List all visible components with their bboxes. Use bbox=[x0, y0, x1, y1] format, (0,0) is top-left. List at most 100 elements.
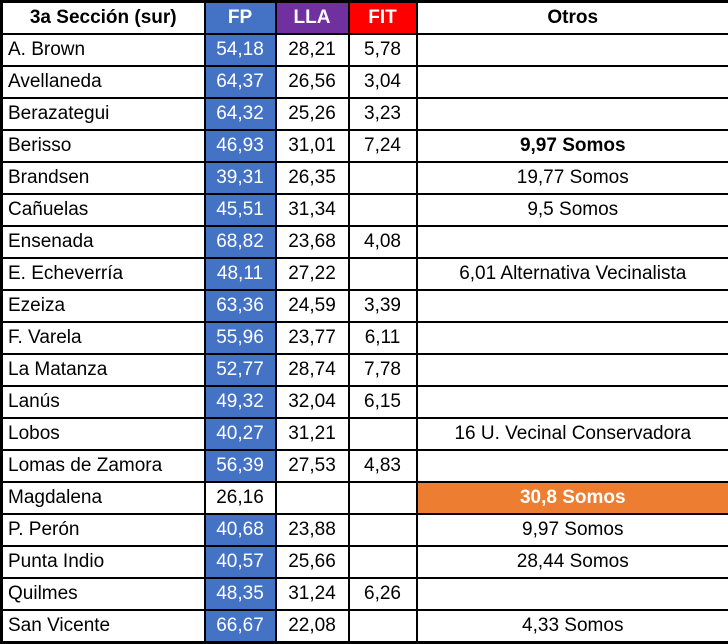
table-row: La Matanza 52,77 28,74 7,78 bbox=[0, 352, 728, 388]
fp-value-cell: 55,96 bbox=[203, 320, 277, 355]
lla-value-cell: 31,01 bbox=[274, 128, 350, 163]
table-body: A. Brown 54,18 28,21 5,78 Avellaneda 64,37 26,… bbox=[0, 32, 728, 644]
district-cell: La Matanza bbox=[0, 352, 206, 388]
district-cell: Magdalena bbox=[0, 481, 206, 516]
fit-value-cell bbox=[347, 609, 418, 644]
fp-value-cell: 40,68 bbox=[203, 513, 277, 548]
lla-value-cell: 31,34 bbox=[274, 192, 350, 227]
fp-value-cell: 66,67 bbox=[203, 609, 277, 644]
fp-value-cell: 56,39 bbox=[203, 449, 277, 484]
fit-value-cell: 5,78 bbox=[347, 32, 418, 67]
lla-value-cell: 23,77 bbox=[274, 320, 350, 355]
lla-value-cell bbox=[274, 481, 350, 516]
otros-value-cell: 30,8 Somos bbox=[415, 481, 728, 516]
otros-value-cell: 16 U. Vecinal Conservadora bbox=[415, 417, 728, 452]
col-header-fit: FIT bbox=[347, 0, 418, 35]
otros-value-cell: 9,97 Somos bbox=[415, 513, 728, 548]
table-row: A. Brown 54,18 28,21 5,78 bbox=[0, 32, 728, 67]
otros-value-cell bbox=[415, 64, 728, 99]
fp-value-cell: 48,35 bbox=[203, 577, 277, 612]
district-cell: Lanús bbox=[0, 385, 206, 420]
fp-value-cell: 63,36 bbox=[203, 288, 277, 323]
fit-value-cell: 7,24 bbox=[347, 128, 418, 163]
otros-value-cell: 9,97 Somos bbox=[415, 128, 728, 163]
district-cell: Ezeiza bbox=[0, 288, 206, 323]
otros-value-cell bbox=[415, 577, 728, 612]
lla-value-cell: 26,35 bbox=[274, 160, 350, 195]
fp-value-cell: 49,32 bbox=[203, 385, 277, 420]
table-row: F. Varela 55,96 23,77 6,11 bbox=[0, 320, 728, 355]
fit-value-cell bbox=[347, 417, 418, 452]
table-row: Punta Indio 40,57 25,66 28,44 Somos bbox=[0, 545, 728, 580]
otros-value-cell bbox=[415, 224, 728, 259]
fit-value-cell bbox=[347, 256, 418, 291]
district-cell: Berisso bbox=[0, 128, 206, 163]
district-cell: A. Brown bbox=[0, 32, 206, 67]
table-row: P. Perón 40,68 23,88 9,97 Somos bbox=[0, 513, 728, 548]
otros-value-cell bbox=[415, 96, 728, 131]
table-row: E. Echeverría 48,11 27,22 6,01 Alternativa … bbox=[0, 256, 728, 291]
fp-value-cell: 40,57 bbox=[203, 545, 277, 580]
lla-value-cell: 25,66 bbox=[274, 545, 350, 580]
fit-value-cell bbox=[347, 513, 418, 548]
table-row: Quilmes 48,35 31,24 6,26 bbox=[0, 577, 728, 612]
lla-value-cell: 25,26 bbox=[274, 96, 350, 131]
fp-value-cell: 26,16 bbox=[203, 481, 277, 516]
otros-value-cell bbox=[415, 320, 728, 355]
table-row: Berazategui 64,32 25,26 3,23 bbox=[0, 96, 728, 131]
lla-value-cell: 23,68 bbox=[274, 224, 350, 259]
lla-value-cell: 32,04 bbox=[274, 385, 350, 420]
col-header-fp: FP bbox=[203, 0, 277, 35]
table-row: Magdalena 26,16 30,8 Somos bbox=[0, 481, 728, 516]
district-cell: San Vicente bbox=[0, 609, 206, 644]
lla-value-cell: 31,21 bbox=[274, 417, 350, 452]
fit-value-cell: 4,83 bbox=[347, 449, 418, 484]
fit-value-cell: 3,23 bbox=[347, 96, 418, 131]
fit-value-cell: 6,26 bbox=[347, 577, 418, 612]
fit-value-cell: 6,15 bbox=[347, 385, 418, 420]
fp-value-cell: 54,18 bbox=[203, 32, 277, 67]
district-cell: Punta Indio bbox=[0, 545, 206, 580]
fp-value-cell: 68,82 bbox=[203, 224, 277, 259]
fit-value-cell bbox=[347, 481, 418, 516]
otros-value-cell: 19,77 Somos bbox=[415, 160, 728, 195]
fp-value-cell: 48,11 bbox=[203, 256, 277, 291]
lla-value-cell: 23,88 bbox=[274, 513, 350, 548]
section-title: 3a Sección (sur) bbox=[0, 0, 206, 35]
lla-value-cell: 27,53 bbox=[274, 449, 350, 484]
table-row: Ensenada 68,82 23,68 4,08 bbox=[0, 224, 728, 259]
district-cell: Cañuelas bbox=[0, 192, 206, 227]
fit-value-cell: 3,39 bbox=[347, 288, 418, 323]
table-row: San Vicente 66,67 22,08 4,33 Somos bbox=[0, 609, 728, 644]
fp-value-cell: 64,37 bbox=[203, 64, 277, 99]
district-cell: Lomas de Zamora bbox=[0, 449, 206, 484]
otros-value-cell: 28,44 Somos bbox=[415, 545, 728, 580]
table-row: Ezeiza 63,36 24,59 3,39 bbox=[0, 288, 728, 323]
table-row: Avellaneda 64,37 26,56 3,04 bbox=[0, 64, 728, 99]
fit-value-cell bbox=[347, 192, 418, 227]
table-row: Lomas de Zamora 56,39 27,53 4,83 bbox=[0, 449, 728, 484]
col-header-otros: Otros bbox=[415, 0, 728, 35]
fp-value-cell: 64,32 bbox=[203, 96, 277, 131]
fit-value-cell bbox=[347, 545, 418, 580]
fit-value-cell: 4,08 bbox=[347, 224, 418, 259]
district-cell: Avellaneda bbox=[0, 64, 206, 99]
lla-value-cell: 24,59 bbox=[274, 288, 350, 323]
otros-value-cell: 4,33 Somos bbox=[415, 609, 728, 644]
otros-value-cell bbox=[415, 352, 728, 388]
fp-value-cell: 52,77 bbox=[203, 352, 277, 388]
otros-value-cell bbox=[415, 32, 728, 67]
lla-value-cell: 22,08 bbox=[274, 609, 350, 644]
lla-value-cell: 26,56 bbox=[274, 64, 350, 99]
otros-value-cell: 6,01 Alternativa Vecinalista bbox=[415, 256, 728, 291]
fit-value-cell: 3,04 bbox=[347, 64, 418, 99]
district-cell: Quilmes bbox=[0, 577, 206, 612]
otros-value-cell bbox=[415, 385, 728, 420]
otros-value-cell bbox=[415, 449, 728, 484]
lla-value-cell: 31,24 bbox=[274, 577, 350, 612]
lla-value-cell: 27,22 bbox=[274, 256, 350, 291]
district-cell: E. Echeverría bbox=[0, 256, 206, 291]
otros-value-cell bbox=[415, 288, 728, 323]
district-cell: Lobos bbox=[0, 417, 206, 452]
fp-value-cell: 39,31 bbox=[203, 160, 277, 195]
